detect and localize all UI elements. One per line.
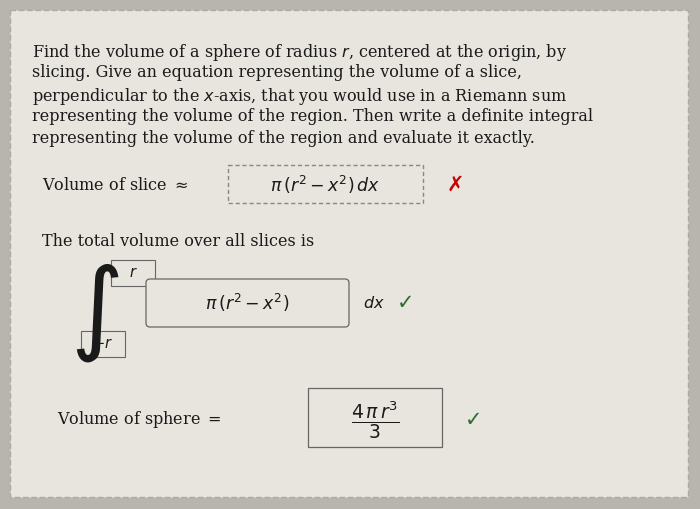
Text: $r$: $r$ [129,266,137,280]
Text: $\int$: $\int$ [70,262,120,364]
Text: Volume of sphere $=$: Volume of sphere $=$ [57,410,221,431]
Text: representing the volume of the region. Then write a definite integral: representing the volume of the region. T… [32,108,593,125]
FancyBboxPatch shape [146,279,349,327]
Text: Find the volume of a sphere of radius $r$, centered at the origin, by: Find the volume of a sphere of radius $r… [32,42,567,63]
FancyBboxPatch shape [10,10,688,497]
Text: perpendicular to the $x$-axis, that you would use in a Riemann sum: perpendicular to the $x$-axis, that you … [32,86,567,107]
Text: The total volume over all slices is: The total volume over all slices is [42,233,314,250]
Text: $\pi\,(r^2 - x^2)\,dx$: $\pi\,(r^2 - x^2)\,dx$ [270,174,381,196]
Text: $dx$: $dx$ [363,295,385,312]
Text: ✗: ✗ [447,175,463,195]
FancyBboxPatch shape [111,260,155,286]
Text: representing the volume of the region and evaluate it exactly.: representing the volume of the region an… [32,130,535,147]
Text: $\pi\,(r^2 - x^2)$: $\pi\,(r^2 - x^2)$ [205,292,290,314]
Text: ✓: ✓ [465,410,482,430]
Text: $\dfrac{4\,\pi\,r^3}{3}$: $\dfrac{4\,\pi\,r^3}{3}$ [351,400,400,441]
FancyBboxPatch shape [228,165,423,203]
Text: $-r$: $-r$ [92,337,113,351]
FancyBboxPatch shape [308,388,442,447]
Text: Volume of slice $\approx$: Volume of slice $\approx$ [42,177,188,193]
Text: slicing. Give an equation representing the volume of a slice,: slicing. Give an equation representing t… [32,64,522,81]
Text: ✓: ✓ [397,293,414,313]
FancyBboxPatch shape [81,331,125,357]
